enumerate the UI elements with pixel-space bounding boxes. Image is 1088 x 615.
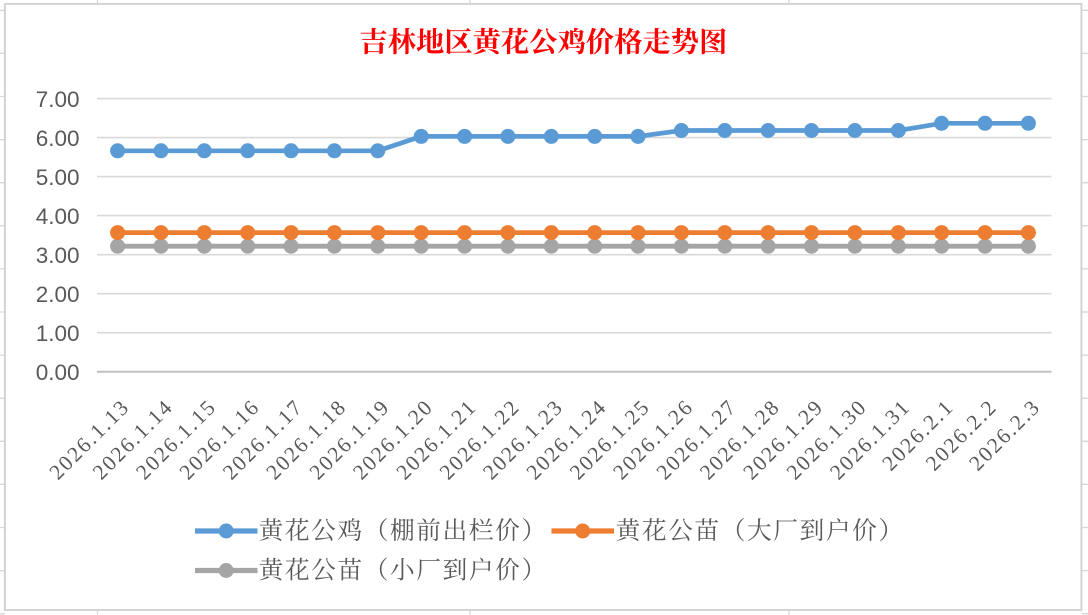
svg-text:1.00: 1.00 (36, 321, 80, 346)
svg-text:6.00: 6.00 (36, 126, 80, 151)
svg-text:7.00: 7.00 (36, 87, 80, 112)
svg-text:2.00: 2.00 (36, 282, 80, 307)
svg-text:4.00: 4.00 (36, 204, 80, 229)
svg-text:3.00: 3.00 (36, 243, 80, 268)
svg-text:5.00: 5.00 (36, 165, 80, 190)
svg-text:0.00: 0.00 (36, 360, 80, 385)
